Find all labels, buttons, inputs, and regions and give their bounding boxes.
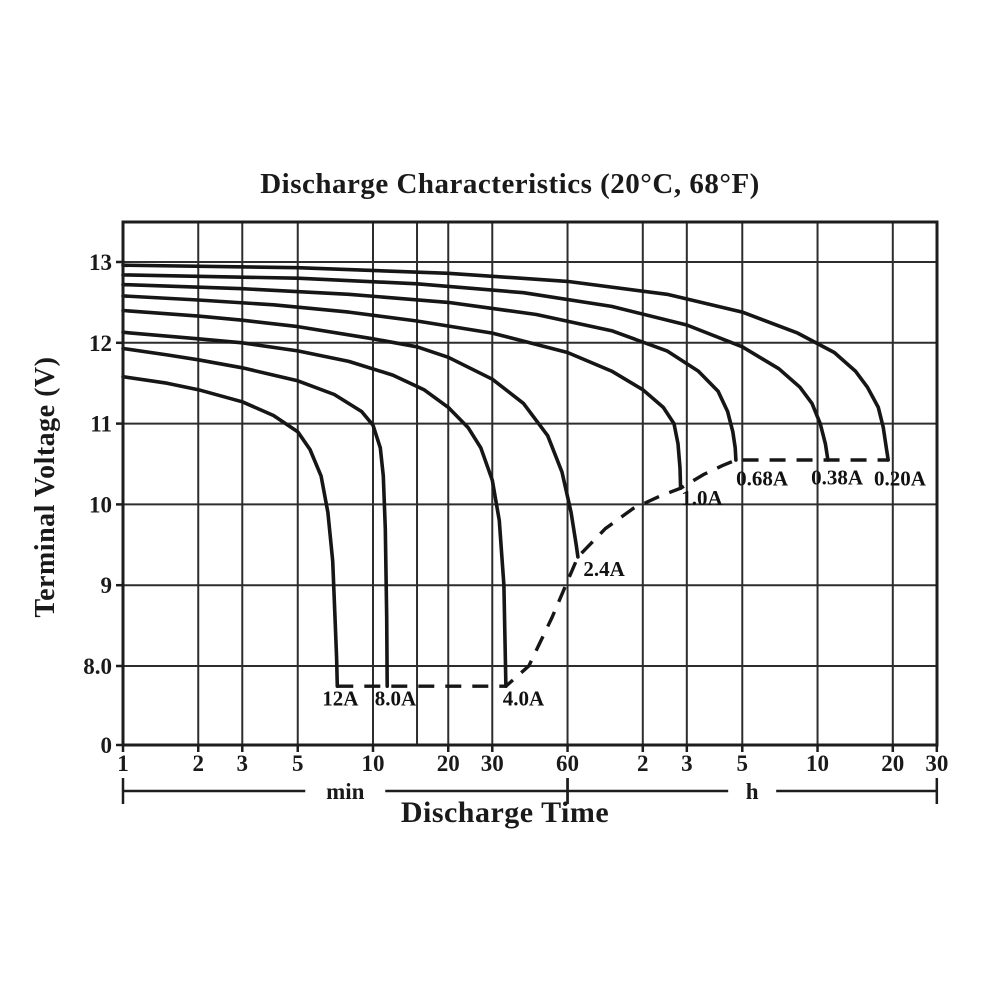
discharge-curve-0.20A	[121, 263, 890, 462]
discharge-curve-4.0A	[121, 330, 508, 688]
x-tick-label-10h: 10	[806, 751, 829, 776]
y-tick-label-0: 0	[101, 733, 113, 758]
y-tick-label-13: 13	[89, 250, 112, 275]
discharge-curve-12A	[121, 374, 340, 688]
curve-label-0.38A: 0.38A	[811, 466, 864, 490]
x-tick-label-1h: 60	[556, 751, 579, 776]
x-axis-title: Discharge Time	[400, 796, 610, 829]
y-tick-label-9: 9	[101, 573, 113, 598]
discharge-curve-8.0A	[121, 346, 389, 688]
plot-frame	[121, 220, 939, 747]
x-tick-label-3min: 3	[237, 751, 249, 776]
x-tick-label-5min: 5	[292, 751, 304, 776]
curve-label-0.68A: 0.68A	[736, 467, 789, 491]
x-tick-label-30h: 30	[925, 751, 948, 776]
x-tick-label-10min: 10	[362, 751, 385, 776]
x-tick-label-30min: 30	[481, 751, 504, 776]
curve-label-12A: 12A	[322, 686, 359, 710]
x-tick-label-1min: 1	[117, 751, 129, 776]
x-tick-label-2h: 2	[637, 751, 649, 776]
y-tick-label-11: 11	[90, 412, 112, 437]
discharge-curve-0.38A	[121, 273, 830, 462]
curve-label-4.0A: 4.0A	[503, 686, 545, 710]
y-tick-label-8.0: 8.0	[83, 654, 112, 679]
chart-title: Discharge Characteristics (20°C, 68°F)	[260, 168, 760, 200]
discharge-curve-0.68A	[121, 282, 738, 462]
x-tick-label-20h: 20	[881, 751, 904, 776]
x-tick-label-20min: 20	[437, 751, 460, 776]
unit-label-min: min	[326, 779, 365, 804]
discharge-curve-1.0A	[121, 294, 683, 490]
y-tick-label-10: 10	[89, 492, 112, 517]
x-tick-label-3h: 3	[681, 751, 693, 776]
x-tick-label-5h: 5	[737, 751, 749, 776]
y-tick-label-12: 12	[89, 331, 112, 356]
unit-label-h: h	[746, 779, 759, 804]
cutoff-voltage-locus	[337, 458, 889, 688]
curve-label-2.4A: 2.4A	[583, 557, 625, 581]
curve-label-8.0A: 8.0A	[375, 686, 417, 710]
curve-label-0.20A: 0.20A	[874, 467, 927, 491]
curve-label-1.0A: 1.0A	[681, 486, 723, 510]
discharge-curve-2.4A	[121, 308, 580, 559]
x-tick-label-2min: 2	[193, 751, 205, 776]
